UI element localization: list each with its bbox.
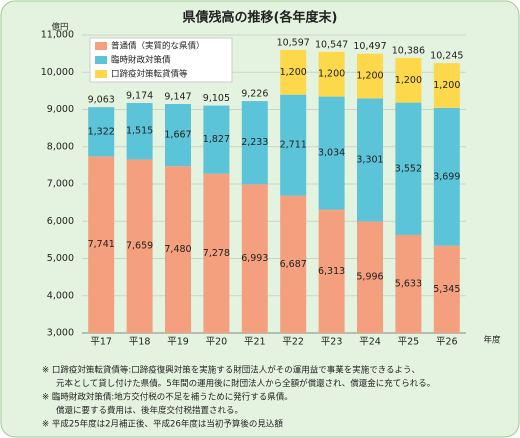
bar-segment [203, 173, 230, 333]
total-label: 9,147 [164, 92, 191, 103]
value-label: 7,659 [126, 241, 153, 252]
bar-segment [357, 53, 383, 99]
x-tick-label: 平21 [244, 337, 266, 348]
value-label: 1,200 [356, 71, 383, 82]
value-label: 7,480 [164, 244, 191, 255]
bar-segment [165, 166, 191, 333]
x-tick-label: 平19 [167, 337, 189, 348]
note: 元本として貸し付けた県債。5年間の運用後に財団法人から全額が償還され、償還金に充… [56, 378, 435, 389]
bar-segment [357, 221, 383, 333]
legend-box [89, 37, 233, 83]
bar-segment [357, 98, 383, 222]
total-label: 10,497 [353, 41, 386, 52]
total-label: 9,174 [126, 91, 153, 102]
y-tick-label: 10,000 [41, 67, 74, 78]
bar-segment [126, 103, 153, 160]
legend-swatch [95, 42, 107, 50]
value-label: 1,200 [280, 67, 307, 78]
value-label: 5,633 [395, 278, 422, 289]
legend-label: 臨時財政対策債 [111, 55, 171, 66]
bar-segment [433, 107, 460, 246]
x-tick-label: 平24 [359, 337, 381, 348]
bar-segment [203, 105, 230, 174]
y-tick-label: 4,000 [47, 290, 74, 301]
chart-title: 県債残高の推移(各年度末) [183, 10, 338, 26]
y-tick-label: 6,000 [47, 216, 74, 227]
value-label: 2,233 [241, 137, 268, 148]
bar-segment [126, 159, 153, 333]
x-tick-label: 平18 [129, 337, 151, 348]
x-tick-label: 平22 [282, 337, 304, 348]
value-label: 7,741 [88, 239, 115, 250]
value-label: 1,200 [395, 75, 422, 86]
x-tick-label: 平23 [321, 337, 343, 348]
legend-swatch [95, 70, 107, 78]
total-label: 10,386 [392, 45, 425, 56]
bar-segment [318, 51, 345, 97]
y-tick-label: 8,000 [47, 141, 74, 152]
note: 償還に要する費用は、後年度交付税措置される。 [56, 405, 243, 416]
value-label: 5,996 [356, 272, 383, 283]
bar-segment [395, 234, 422, 333]
total-label: 10,597 [277, 38, 310, 49]
note: ※ 口蹄疫対策転貸債等:口蹄疫復興対策を実施する財団法人がその運用益で事業を実施… [42, 365, 420, 376]
note: ※ 臨時財政対策債:地方交付税の不足を補うために発行する県債。 [42, 392, 293, 403]
value-label: 5,345 [433, 284, 460, 295]
value-label: 1,827 [203, 134, 230, 145]
y-unit: 億円 [51, 22, 68, 33]
bar-segment [241, 184, 268, 333]
total-label: 9,105 [203, 93, 230, 104]
value-label: 3,699 [433, 171, 460, 182]
bar-segment [395, 102, 422, 235]
value-label: 6,993 [241, 253, 268, 264]
x-axis-label: 年度 [483, 335, 501, 346]
x-tick-label: 平26 [436, 337, 458, 348]
bar-segment [88, 156, 115, 333]
bar-segment [318, 209, 345, 333]
note: ※ 平成25年度は2月補正後、平成26年度は当初予算後の見込額 [42, 419, 283, 430]
legend-label: 普通債（実質的な県債） [111, 41, 205, 52]
legend-swatch [95, 56, 107, 64]
total-label: 9,226 [241, 89, 268, 100]
bar-segment [241, 101, 268, 185]
value-label: 3,034 [318, 148, 345, 159]
total-label: 10,245 [430, 51, 463, 62]
value-label: 1,322 [88, 126, 115, 137]
y-tick-label: 11,000 [41, 30, 74, 41]
y-tick-label: 3,000 [47, 328, 74, 339]
total-label: 10,547 [315, 39, 348, 50]
bar-segment [318, 96, 345, 210]
value-label: 6,313 [318, 266, 345, 277]
legend-label: 口蹄疫対策転貸債等 [111, 69, 188, 80]
bar-segment [395, 57, 422, 103]
value-label: 3,301 [356, 154, 383, 165]
value-label: 1,200 [318, 69, 345, 80]
bar-segment [433, 245, 460, 333]
bar-segment [280, 94, 307, 196]
total-label: 9,063 [88, 95, 115, 106]
x-tick-label: 平25 [398, 337, 420, 348]
value-label: 7,278 [203, 248, 230, 259]
y-tick-label: 9,000 [47, 104, 74, 115]
y-tick-label: 7,000 [47, 179, 74, 190]
x-tick-label: 平17 [90, 337, 112, 348]
value-label: 3,552 [395, 163, 422, 174]
bar-segment [433, 63, 460, 108]
value-label: 6,687 [280, 259, 307, 270]
bar-segment [165, 104, 191, 167]
bar-segment [88, 107, 115, 157]
value-label: 1,200 [433, 80, 460, 91]
x-tick-label: 平20 [206, 337, 228, 348]
value-label: 1,515 [126, 126, 153, 137]
bar-segment [280, 49, 307, 95]
bar-segment [280, 195, 307, 333]
y-tick-label: 5,000 [47, 253, 74, 264]
value-label: 2,711 [280, 140, 307, 151]
value-label: 1,667 [164, 130, 191, 141]
